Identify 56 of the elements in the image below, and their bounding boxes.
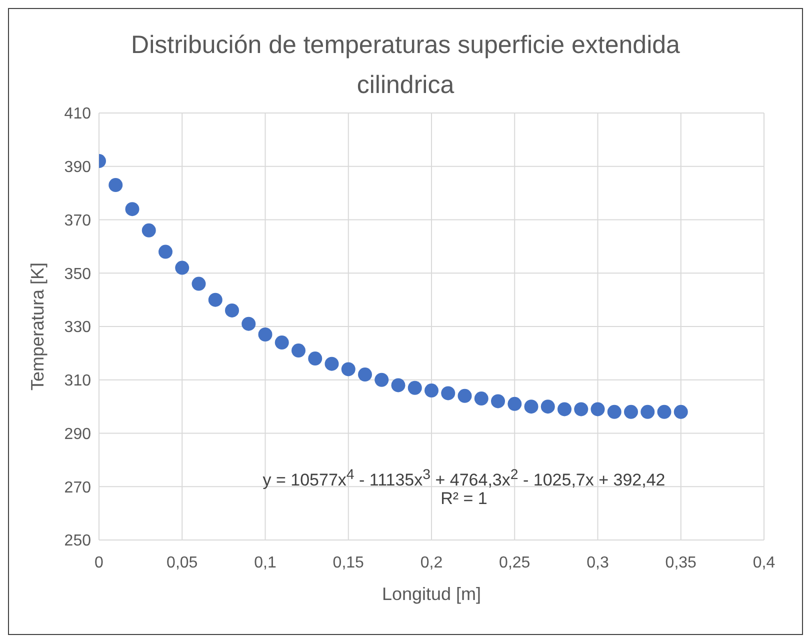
chart-title: Distribución de temperaturas superficie extendida cilindrica: [130, 30, 681, 101]
point: [142, 223, 156, 238]
point: [158, 244, 172, 259]
point: [424, 384, 438, 398]
y-tick-label: 250: [64, 532, 92, 550]
x-axis-title: Longitud [m]: [382, 584, 482, 604]
point: [408, 380, 422, 395]
point: [358, 368, 372, 382]
point: [624, 404, 638, 419]
y-tick-label: 350: [64, 266, 92, 283]
point: [125, 202, 140, 216]
x-tick-label: 0: [94, 554, 104, 572]
point: [540, 400, 555, 414]
point: [441, 386, 456, 400]
point: [657, 404, 672, 419]
point: [574, 402, 588, 416]
point: [674, 404, 688, 419]
point: [590, 402, 605, 416]
point: [292, 344, 306, 358]
y-axis-title: Temperatura [K]: [27, 262, 48, 391]
x-tick-label: 0,3: [586, 554, 609, 572]
point: [491, 394, 505, 408]
y-tick-label: 290: [64, 426, 92, 443]
point: [640, 404, 655, 419]
point: [108, 178, 123, 192]
x-tick-label: 0,2: [420, 554, 443, 572]
point: [324, 356, 339, 371]
point: [208, 292, 222, 307]
point: [308, 352, 322, 366]
point: [508, 396, 522, 411]
y-tick-label: 270: [64, 479, 92, 496]
point: [391, 378, 406, 392]
point: [607, 404, 622, 419]
x-tick-label: 0,25: [499, 554, 530, 572]
point: [225, 303, 239, 318]
point: [192, 276, 206, 291]
y-tick-label: 410: [64, 106, 92, 123]
point: [341, 362, 356, 376]
point: [474, 392, 488, 406]
y-tick-label: 310: [64, 372, 92, 390]
point: [524, 400, 538, 414]
x-tick-label: 0,4: [752, 554, 776, 572]
y-tick-label: 370: [64, 212, 92, 230]
point: [258, 328, 272, 342]
point: [558, 402, 572, 416]
x-tick-label: 0,35: [665, 554, 697, 572]
point: [374, 372, 389, 387]
y-tick-label: 330: [64, 319, 92, 336]
point: [242, 316, 256, 331]
point: [274, 336, 289, 350]
y-tick-label: 390: [64, 159, 92, 176]
point: [458, 388, 472, 403]
x-tick-label: 0,05: [166, 554, 198, 572]
point: [175, 260, 190, 275]
x-tick-label: 0,1: [254, 554, 276, 572]
x-tick-label: 0,15: [332, 554, 364, 572]
